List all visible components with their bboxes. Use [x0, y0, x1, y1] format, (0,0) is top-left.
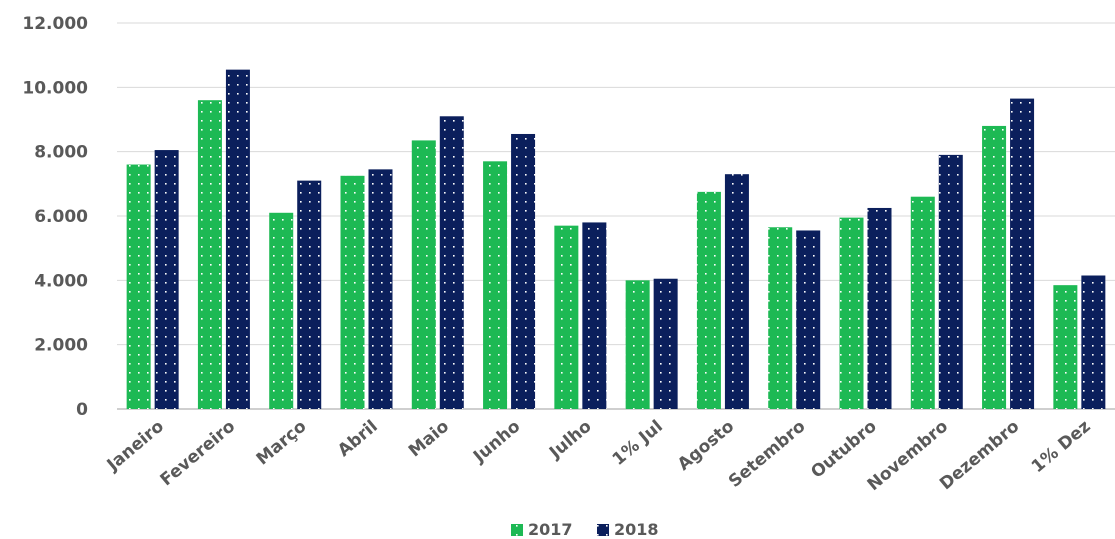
bar-2018-junho [511, 133, 536, 409]
bar-2018-janeiro [154, 150, 179, 409]
y-tick-label: 6.000 [34, 207, 88, 227]
bar-2017-dezembro [982, 125, 1007, 409]
bar-2017-fevereiro [197, 100, 222, 409]
legend-label-2018: 2018 [614, 520, 659, 539]
bar-2017-novembro [910, 196, 935, 409]
y-tick-label: 2.000 [34, 336, 88, 356]
legend-label-2017: 2017 [528, 520, 573, 539]
bar-2017-agosto [696, 191, 721, 409]
bar-2017-janeiro [126, 164, 151, 409]
bar-2017-abril [340, 175, 365, 409]
x-tick-label: Fevereiro [157, 417, 239, 491]
bar-2018-1-jul [653, 278, 678, 409]
bar-2017-maio [411, 140, 436, 410]
x-tick-label: Setembro [725, 417, 809, 492]
bars [126, 69, 1106, 410]
bar-2018-outubro [867, 207, 892, 409]
bar-2017-setembro [768, 227, 793, 409]
bar-2018-agosto [724, 174, 749, 409]
bar-2017-mar-o [269, 212, 294, 409]
x-tick-label: Maio [405, 417, 453, 462]
bar-2018-dezembro [1010, 98, 1035, 409]
x-tick-label: Outubro [807, 417, 880, 483]
bar-2018-mar-o [297, 180, 322, 409]
y-tick-label: 8.000 [34, 143, 88, 163]
x-tick-label: Março [253, 417, 311, 470]
x-tick-label: Dezembro [936, 417, 1023, 495]
bar-2018-maio [439, 116, 464, 410]
bar-2018-fevereiro [225, 69, 250, 410]
bar-2017-outubro [839, 217, 864, 409]
x-tick-label: Abril [334, 417, 382, 461]
y-axis-ticks: 0 2.000 4.000 6.000 8.000 10.000 12.000 [22, 14, 88, 420]
x-tick-label: Janeiro [103, 417, 168, 476]
y-tick-label: 10.000 [22, 78, 88, 98]
y-tick-label: 12.000 [22, 14, 88, 34]
bar-2018-setembro [796, 230, 821, 409]
legend-swatch-2017 [511, 524, 523, 536]
legend: 2017 2018 [511, 520, 659, 539]
bar-2018-julho [582, 222, 607, 409]
x-tick-label: Junho [469, 417, 524, 468]
x-tick-label: Agosto [674, 417, 738, 475]
bar-2017-junho [483, 161, 508, 409]
bar-2018-abril [368, 169, 393, 409]
bar-2017-1-jul [625, 280, 650, 409]
y-tick-label: 0 [76, 400, 88, 420]
bar-2018-1-dez [1081, 275, 1106, 409]
bar-2018-novembro [938, 154, 963, 409]
legend-swatch-2018 [597, 524, 609, 536]
bar-2017-1-dez [1053, 285, 1078, 409]
x-tick-label: 1% Dez [1028, 416, 1095, 477]
bar-2017-julho [554, 225, 579, 409]
x-tick-label: Julho [545, 417, 595, 464]
gridlines [117, 22, 1115, 410]
x-tick-label: 1% Jul [609, 417, 667, 470]
y-tick-label: 4.000 [34, 271, 88, 291]
